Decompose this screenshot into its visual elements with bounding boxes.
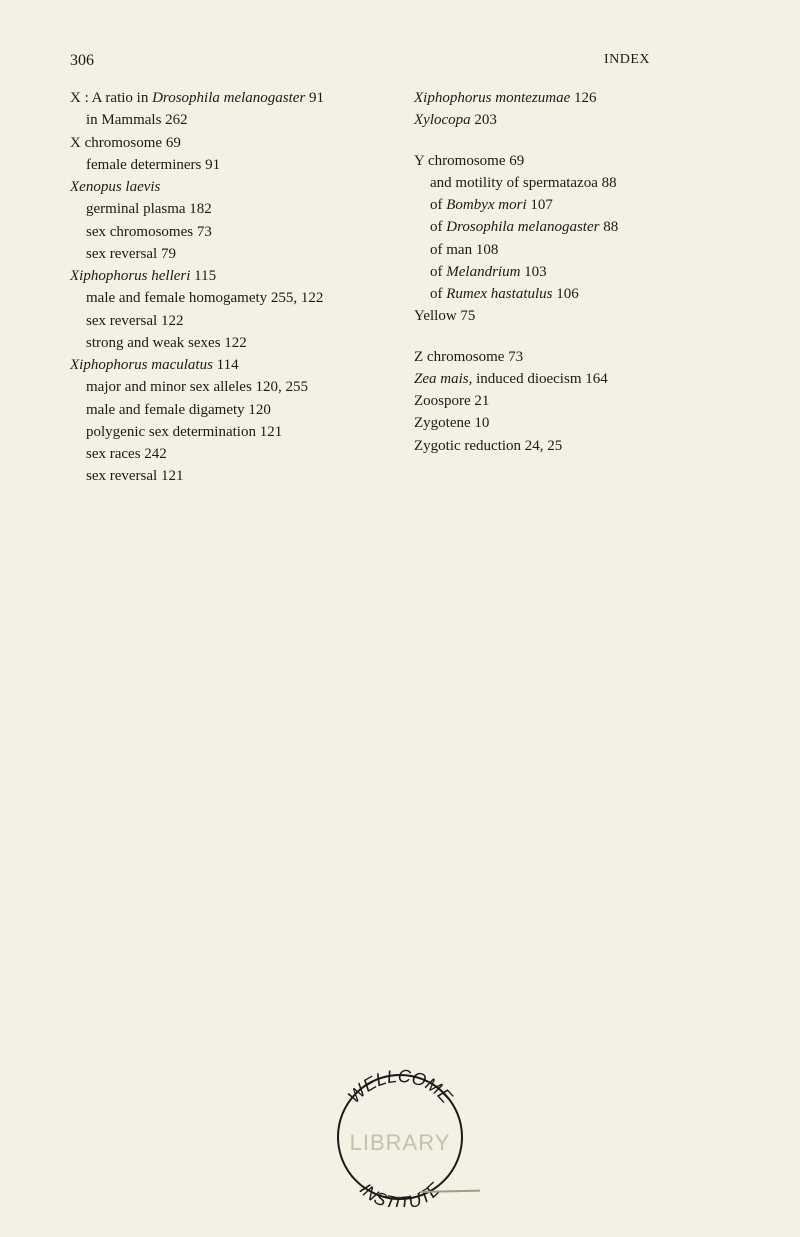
index-entry: sex reversal 79 [86,244,386,264]
index-term: 106 [553,286,579,302]
index-entry: sex chromosomes 73 [86,222,386,242]
library-stamp: WELLCOME LIBRARY INSTITUTE [320,1062,480,1207]
index-term: major and minor sex alleles 120, 255 [86,379,308,395]
index-term-italic: Xiphophorus maculatus [70,357,213,373]
index-entry: Zygotic reduction 24, 25 [414,436,730,456]
index-term: of [430,219,446,235]
index-entry: Zygotene 10 [414,413,730,433]
index-term-italic: Zea mais [414,371,469,387]
index-term: Zygotic reduction 24, 25 [414,438,562,454]
index-term: 91 [305,90,324,106]
index-entry: X chromosome 69 [70,133,386,153]
index-entry: X : A ratio in Drosophila melanogaster 9… [70,88,386,108]
index-term: 88 [599,219,618,235]
index-entry: Xylocopa 203 [414,110,730,130]
stamp-top-text: WELLCOME [344,1066,457,1108]
index-entry: Xenopus laevis [70,177,386,197]
index-entry: strong and weak sexes 122 [86,333,386,353]
index-term: sex reversal 122 [86,313,183,329]
index-entry: Y chromosome 69 [414,151,730,171]
index-entry: female determiners 91 [86,155,386,175]
index-term: and motility of spermatazoa 88 [430,175,617,191]
index-term: male and female digamety 120 [86,402,271,418]
index-entry: of Rumex hastatulus 106 [430,284,730,304]
index-entry: Xiphophorus maculatus 114 [70,355,386,375]
index-term-italic: Rumex hastatulus [446,286,552,302]
index-entry: Zea mais, induced dioecism 164 [414,369,730,389]
index-term: Yellow 75 [414,308,475,324]
index-entry: male and female digamety 120 [86,400,386,420]
index-term: Zoospore 21 [414,393,489,409]
index-entry: in Mammals 262 [86,110,386,130]
index-term-italic: Xenopus laevis [70,179,160,195]
index-term: female determiners 91 [86,157,220,173]
index-term-italic: Xiphophorus helleri [70,268,190,284]
left-column: X : A ratio in Drosophila melanogaster 9… [70,88,386,489]
index-term-italic: Drosophila melanogaster [152,90,305,106]
index-term-italic: Melandrium [446,264,520,280]
index-entry: polygenic sex determination 121 [86,422,386,442]
index-term: sex reversal 79 [86,246,176,262]
index-term: 203 [471,112,497,128]
index-entry: Yellow 75 [414,306,730,326]
index-term: of [430,286,446,302]
index-term: in Mammals 262 [86,112,188,128]
index-term: X chromosome 69 [70,135,181,151]
index-term: sex reversal 121 [86,468,183,484]
index-term-italic: Drosophila melanogaster [446,219,599,235]
index-term: 103 [520,264,546,280]
index-term-italic: Bombyx mori [446,197,526,213]
index-entry: male and female homogamety 255, 122 [86,288,386,308]
index-term: strong and weak sexes 122 [86,335,247,351]
index-entry: Xiphophorus montezumae 126 [414,88,730,108]
index-entry: of Drosophila melanogaster 88 [430,217,730,237]
index-term: of man 108 [430,242,498,258]
index-entry: sex reversal 122 [86,311,386,331]
page-number: 306 [70,52,94,70]
index-term: germinal plasma 182 [86,201,212,217]
index-term: , induced dioecism 164 [469,371,608,387]
right-column: Xiphophorus montezumae 126Xylocopa 203Y … [414,88,730,489]
svg-text:WELLCOME: WELLCOME [344,1066,457,1108]
index-entry: and motility of spermatazoa 88 [430,173,730,193]
stamp-middle-text: LIBRARY [350,1130,451,1155]
index-entry: of man 108 [430,240,730,260]
index-entry: germinal plasma 182 [86,199,386,219]
index-entry: sex reversal 121 [86,466,386,486]
header-title: INDEX [604,52,650,70]
index-term: sex chromosomes 73 [86,224,212,240]
page-header: 306 INDEX [70,52,730,70]
index-entry: Xiphophorus helleri 115 [70,266,386,286]
index-term-italic: Xiphophorus montezumae [414,90,570,106]
index-term: male and female homogamety 255, 122 [86,290,323,306]
index-term: sex races 242 [86,446,167,462]
index-term: 115 [190,268,216,284]
index-entry: of Melandrium 103 [430,262,730,282]
index-term: Y chromosome 69 [414,153,524,169]
index-term: Z chromosome 73 [414,349,523,365]
index-term: Zygotene 10 [414,415,489,431]
index-entry: sex races 242 [86,444,386,464]
index-term: 126 [570,90,596,106]
index-entry: of Bombyx mori 107 [430,195,730,215]
index-term: X : A ratio in [70,90,152,106]
index-term: 114 [213,357,239,373]
index-columns: X : A ratio in Drosophila melanogaster 9… [70,88,730,489]
index-term: polygenic sex determination 121 [86,424,282,440]
index-entry: major and minor sex alleles 120, 255 [86,377,386,397]
index-entry: Z chromosome 73 [414,347,730,367]
index-term: 107 [527,197,553,213]
index-entry: Zoospore 21 [414,391,730,411]
index-term: of [430,197,446,213]
index-term-italic: Xylocopa [414,112,471,128]
index-term: of [430,264,446,280]
